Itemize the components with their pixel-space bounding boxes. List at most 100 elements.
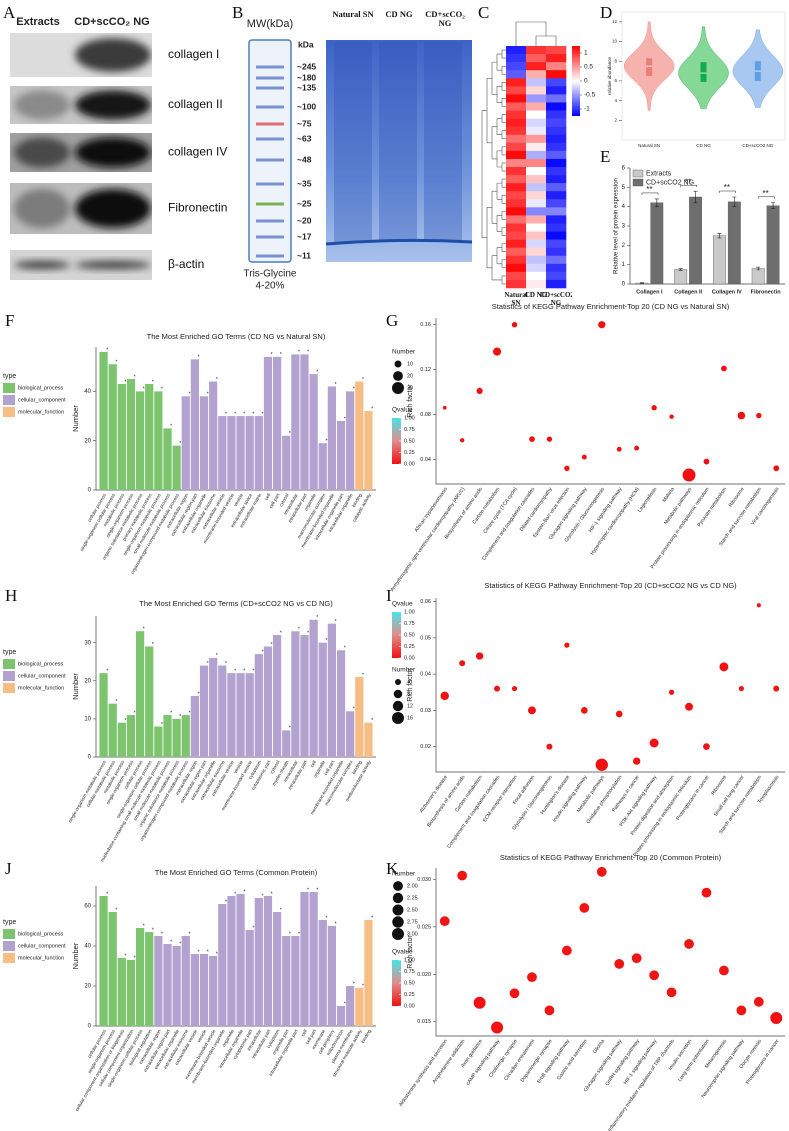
ladder-label: ~11: [297, 250, 311, 260]
point: [721, 365, 727, 372]
bar: [272, 635, 282, 757]
error-bar: [717, 233, 722, 239]
colorbar: [572, 46, 580, 116]
bar-annotation: *: [207, 392, 209, 398]
point: [459, 660, 466, 667]
legend-label: 12: [407, 703, 413, 709]
bar-annotation: *: [271, 642, 273, 648]
y-tick-label: 0.12: [420, 367, 431, 373]
bar-annotation: *: [170, 710, 172, 716]
bar: [751, 268, 765, 285]
panel-letter: D: [600, 3, 612, 22]
y-axis-label: Number: [71, 673, 80, 700]
point: [669, 414, 674, 419]
point: [756, 412, 762, 419]
point: [615, 710, 623, 718]
panel-letter: I: [386, 586, 392, 605]
point: [581, 454, 587, 460]
heatmap-cell: [526, 110, 547, 119]
gel: [326, 40, 472, 262]
legend-key: [3, 383, 15, 393]
x-tick-label: vesicle: [233, 759, 245, 774]
point: [473, 996, 486, 1009]
legend-title: Qvalue: [392, 407, 413, 414]
point: [475, 652, 484, 660]
point: [668, 689, 675, 695]
y-tick-label: 5: [622, 185, 626, 191]
heatmap-cell: [526, 126, 547, 136]
colorbar-label: 0.75: [404, 427, 415, 433]
heatmap-cell: [526, 78, 547, 87]
bar: [263, 646, 273, 757]
legend-label: cellular_component: [18, 943, 66, 949]
bar-annotation: *: [143, 923, 145, 929]
bar-annotation: *: [179, 714, 181, 720]
heatmap-cell: [546, 46, 567, 55]
ladder-band: [256, 158, 284, 162]
x-tick-label: binding: [351, 492, 363, 508]
heatmap-cell: [546, 199, 567, 208]
bar-annotation: *: [262, 893, 264, 899]
heatmap-cell: [546, 102, 567, 111]
x-tick-label: Amphetamine addiction: [432, 1038, 467, 1084]
legend-label: molecular_function: [18, 955, 64, 961]
heatmap-cell: [546, 263, 567, 273]
bar-annotation: *: [289, 726, 291, 732]
bar-annotation: *: [344, 416, 346, 422]
heatmap-cell: [546, 94, 567, 103]
bar-annotation: *: [179, 441, 181, 447]
bar-annotation: *: [216, 951, 218, 957]
heatmap-cell: [506, 247, 527, 257]
heatmap-cell: [546, 255, 567, 265]
blot-band: [75, 38, 151, 72]
bar-annotation: *: [362, 377, 364, 383]
bar: [254, 654, 263, 757]
point: [442, 405, 447, 410]
bar-annotation: *: [106, 347, 108, 353]
lane-label: CD+scCO₂ NG: [425, 10, 465, 28]
legend-key: [392, 700, 404, 712]
colorbar-label: 1.00: [404, 415, 415, 421]
y-tick-label: 10: [612, 39, 618, 44]
bar: [163, 715, 172, 757]
bar: [145, 932, 154, 1026]
bar-annotation: *: [207, 949, 209, 955]
heatmap-cell: [526, 215, 547, 224]
bar-annotation: *: [307, 350, 309, 356]
point: [666, 987, 677, 998]
point: [685, 702, 693, 711]
point: [770, 1011, 783, 1024]
chart-title: The Most Enriched GO Terms (CD NG vs Nat…: [147, 332, 326, 341]
row-label: Fibronectin: [168, 201, 227, 215]
bar-annotation: *: [234, 668, 236, 674]
bar: [766, 205, 780, 285]
heatmap-cell: [506, 46, 527, 55]
legend-label: 2.75: [407, 919, 418, 925]
heatmap-cell: [546, 150, 567, 160]
bar: [135, 928, 145, 1026]
bar: [108, 703, 117, 757]
legend-label: 20: [407, 373, 413, 379]
bar: [327, 926, 337, 1026]
error-bar: [693, 190, 698, 204]
blot-band: [75, 261, 151, 269]
legend-label: 30: [407, 385, 413, 391]
x-tick-label: ErbB signaling pathway: [536, 1038, 571, 1085]
bar-annotation: *: [179, 941, 181, 947]
bar-annotation: *: [271, 891, 273, 897]
bar: [282, 730, 291, 757]
x-tick-label: Glioma: [592, 1038, 606, 1055]
heatmap-cell: [506, 191, 527, 200]
bar-annotation: *: [344, 646, 346, 652]
bar-annotation: *: [298, 627, 300, 633]
lane-label: CD NG: [385, 10, 412, 19]
box: [700, 62, 707, 82]
y-tick-label: 40: [84, 389, 91, 395]
bar-annotation: *: [188, 931, 190, 937]
legend-key: [392, 892, 404, 904]
bar-annotation: *: [198, 949, 200, 955]
bar: [346, 986, 355, 1026]
axis: [435, 598, 785, 773]
point: [564, 465, 570, 471]
column-label: CD NG: [525, 291, 547, 299]
